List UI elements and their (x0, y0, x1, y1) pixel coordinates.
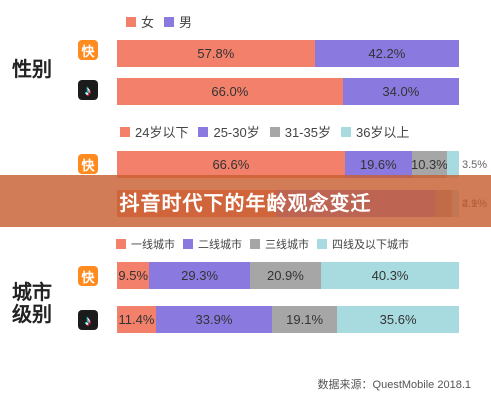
legend-item: 男 (164, 12, 192, 31)
data-label: 29.3% (181, 268, 219, 283)
title-banner (0, 175, 491, 227)
legend-label: 24岁以下 (135, 125, 189, 140)
gender-section-label: 性别 (12, 59, 52, 81)
gender-legend: 女男 (126, 12, 192, 31)
data-label: 66.6% (212, 157, 250, 172)
bar-segment: 42.2% (314, 40, 459, 67)
data-label: 40.3% (371, 268, 409, 283)
bar-segment: 35.6% (337, 306, 459, 333)
stacked-bar-kuaishou: 66.6% 19.6% 10.3% (117, 151, 459, 178)
bar-segment: 11.4% (117, 306, 156, 333)
data-label: 11.4% (118, 312, 155, 327)
data-label: 57.8% (197, 46, 235, 61)
legend-item: 31-35岁 (269, 122, 331, 141)
data-label: 20.9% (266, 268, 304, 283)
banner-title: 抖音时代下的年龄观念变迁 (119, 193, 372, 215)
bar-segment: 19.1% (271, 306, 338, 333)
bar-segment: 20.9% (249, 262, 322, 289)
legend-swatch (340, 126, 351, 137)
legend-item: 女 (126, 12, 154, 31)
city-section-label: 城市级别 (12, 282, 52, 326)
legend-swatch (120, 126, 130, 137)
legend-label: 四线及以下城市 (332, 239, 409, 251)
data-label: 19.6% (359, 157, 397, 172)
data-label: 10.3% (410, 157, 448, 172)
bar-segment: 9.5% (117, 262, 150, 289)
legend-swatch (116, 239, 126, 249)
data-source: 数据来源：QuestMobile 2018.1 (317, 379, 471, 391)
data-label: 33.9% (195, 312, 233, 327)
legend-item: 24岁以下 (120, 122, 188, 141)
legend-swatch (126, 16, 136, 27)
data-label: 34.0% (382, 84, 420, 99)
legend-item: 三线城市 (250, 236, 309, 252)
data-label: 35.6% (379, 312, 417, 327)
bar-segment: 34.0% (342, 78, 459, 105)
city-legend: 一线城市 二线城市 三线城市 四线及以下城市 (116, 236, 409, 252)
stacked-bar-douyin: 66.0% 34.0% (117, 78, 459, 105)
data-label: 19.1% (286, 312, 324, 327)
legend-swatch (269, 126, 280, 137)
legend-swatch (250, 239, 260, 249)
bar-segment: 19.6% (344, 151, 412, 178)
legend-swatch (183, 239, 193, 249)
bar-segment: 66.6% (117, 151, 345, 178)
age-legend: 24岁以下 25-30岁 31-35岁 36岁以上 (120, 122, 409, 141)
bar-segment: 33.9% (155, 306, 272, 333)
legend-item: 一线城市 (116, 236, 175, 252)
bar-segment: 29.3% (149, 262, 250, 289)
legend-item: 36岁以上 (340, 122, 410, 141)
data-label: 66.0% (211, 84, 249, 99)
kuaishou-app-icon: 快 (78, 266, 98, 286)
legend-label: 女 (141, 15, 155, 30)
legend-label: 二线城市 (198, 239, 242, 251)
bar-segment: 66.0% (117, 78, 343, 105)
kuaishou-app-icon: 快 (78, 154, 98, 174)
data-label: 3.5% (462, 159, 488, 171)
bar-segment: 10.3% (410, 151, 448, 178)
data-label: 42.2% (368, 46, 406, 61)
douyin-app-icon: ♪ (78, 310, 98, 330)
bar-segment (447, 151, 459, 178)
stacked-bar-kuaishou: 57.8% 42.2% (117, 40, 459, 67)
legend-label: 31-35岁 (284, 125, 331, 140)
bar-segment: 57.8% (117, 40, 315, 67)
legend-swatch (317, 239, 327, 249)
legend-item: 四线及以下城市 (317, 236, 409, 252)
bar-segment: 40.3% (321, 262, 459, 289)
legend-swatch (164, 16, 175, 27)
douyin-app-icon: ♪ (78, 80, 98, 100)
legend-item: 25-30岁 (198, 122, 260, 141)
kuaishou-app-icon: 快 (78, 40, 98, 60)
legend-label: 25-30岁 (213, 125, 260, 140)
data-label: 9.5% (118, 268, 149, 283)
legend-swatch (198, 126, 209, 137)
legend-label: 三线城市 (265, 239, 309, 251)
legend-item: 二线城市 (183, 236, 242, 252)
city-section-label-text: 城市级别 (12, 282, 52, 326)
legend-label: 男 (179, 15, 193, 30)
stacked-bar-kuaishou: 9.5% 29.3% 20.9% 40.3% (117, 262, 459, 289)
legend-label: 36岁以上 (355, 125, 410, 140)
stacked-bar-douyin: 11.4% 33.9% 19.1% 35.6% (117, 306, 459, 333)
legend-label: 一线城市 (131, 239, 175, 251)
